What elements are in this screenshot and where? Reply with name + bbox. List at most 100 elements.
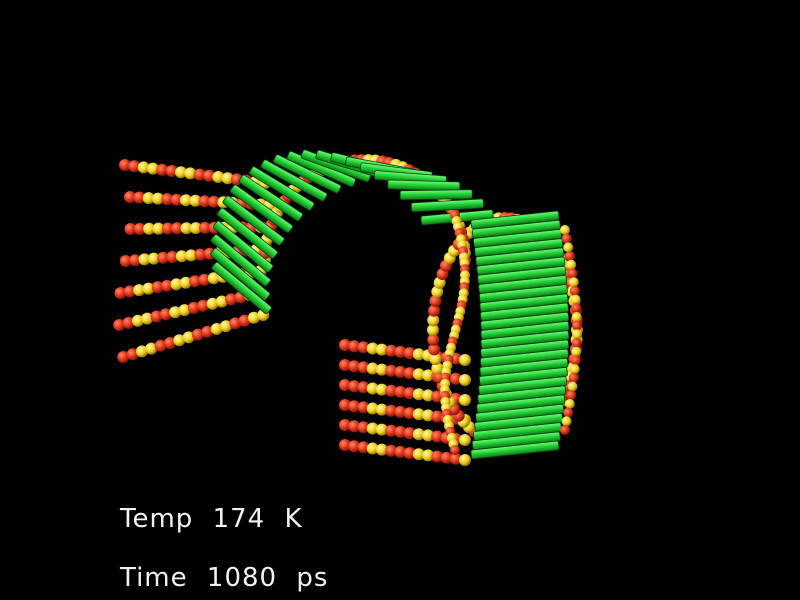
red-bead xyxy=(566,390,577,401)
red-bead xyxy=(238,314,251,327)
yellow-bead xyxy=(206,297,219,310)
yellow-bead xyxy=(422,449,435,462)
green-ribbon-segment xyxy=(470,440,560,460)
red-bead xyxy=(394,365,407,378)
red-bead xyxy=(348,400,361,413)
red-bead xyxy=(124,191,136,203)
yellow-bead xyxy=(248,311,260,324)
red-bead xyxy=(449,372,462,385)
yellow-bead xyxy=(422,369,435,382)
red-bead xyxy=(348,440,361,453)
red-bead xyxy=(194,248,207,261)
yellow-bead xyxy=(412,448,425,461)
yellow-bead xyxy=(412,348,425,361)
red-bead xyxy=(431,430,444,443)
yellow-bead xyxy=(567,381,578,392)
green-ribbon-segment xyxy=(410,198,484,213)
yellow-bead xyxy=(563,242,574,253)
red-bead xyxy=(129,254,142,267)
green-ribbon-segment xyxy=(212,220,274,273)
yellow-bead xyxy=(152,222,165,235)
yellow-bead xyxy=(560,225,570,235)
yellow-bead xyxy=(422,429,435,442)
red-bead xyxy=(166,251,179,263)
red-bead xyxy=(161,222,174,235)
yellow-bead xyxy=(459,454,471,466)
red-bead xyxy=(403,387,416,400)
red-bead xyxy=(385,364,398,377)
red-bead xyxy=(133,191,146,204)
red-bead xyxy=(114,287,127,299)
red-bead xyxy=(201,325,214,338)
red-bead xyxy=(113,319,126,331)
yellow-bead xyxy=(145,342,158,355)
red-bead xyxy=(119,255,132,267)
red-bead xyxy=(348,340,361,353)
red-bead xyxy=(572,320,582,331)
yellow-bead xyxy=(459,354,471,366)
green-ribbon-segment xyxy=(399,189,473,201)
yellow-bead xyxy=(375,363,388,376)
time-label: Time xyxy=(120,563,188,593)
red-bead xyxy=(394,385,407,398)
red-bead xyxy=(193,168,206,181)
red-bead xyxy=(385,424,398,437)
yellow-bead xyxy=(178,304,191,317)
red-bead xyxy=(151,281,164,294)
yellow-bead xyxy=(412,388,425,401)
yellow-bead xyxy=(375,343,388,356)
yellow-bead xyxy=(221,172,234,185)
red-bead xyxy=(568,372,579,383)
red-bead xyxy=(357,361,370,374)
green-ribbon-segment xyxy=(260,159,328,202)
red-bead xyxy=(357,341,370,354)
red-bead xyxy=(431,410,444,423)
temperature-value: 174 xyxy=(212,504,266,534)
yellow-bead xyxy=(366,362,379,375)
red-bead xyxy=(403,347,416,360)
red-bead xyxy=(403,427,416,440)
yellow-bead xyxy=(180,222,193,235)
red-bead xyxy=(450,445,460,455)
green-ribbon-segment xyxy=(273,154,342,194)
red-bead xyxy=(428,304,441,317)
red-bead xyxy=(348,360,361,373)
red-bead xyxy=(348,420,361,433)
green-ribbon-segment xyxy=(248,166,315,211)
red-bead xyxy=(122,316,135,329)
red-bead xyxy=(348,380,361,393)
red-bead xyxy=(198,273,211,286)
yellow-bead xyxy=(207,272,220,285)
yellow-bead xyxy=(366,342,379,355)
red-bead xyxy=(560,425,570,435)
red-bead xyxy=(571,303,582,314)
red-bead xyxy=(161,279,174,292)
red-bead xyxy=(449,452,462,465)
yellow-bead xyxy=(375,403,388,416)
bead-layer-front xyxy=(440,210,582,455)
yellow-bead xyxy=(459,434,471,446)
red-bead xyxy=(339,419,351,431)
red-bead xyxy=(394,405,407,418)
time-unit: ps xyxy=(296,563,329,593)
red-bead xyxy=(570,355,581,366)
yellow-bead xyxy=(189,222,202,235)
yellow-bead xyxy=(561,416,572,427)
red-bead xyxy=(199,221,212,234)
red-bead xyxy=(339,379,351,391)
yellow-bead xyxy=(169,306,182,319)
red-bead xyxy=(569,285,580,296)
yellow-bead xyxy=(147,252,160,265)
red-bead xyxy=(339,359,351,371)
yellow-bead xyxy=(143,222,156,235)
red-bead xyxy=(427,333,440,346)
yellow-bead xyxy=(173,334,186,347)
yellow-bead xyxy=(431,285,444,298)
red-bead xyxy=(561,233,572,244)
red-bead xyxy=(403,367,416,380)
green-ribbon-segment xyxy=(387,179,461,192)
yellow-bead xyxy=(412,408,425,421)
red-bead xyxy=(154,339,167,352)
red-bead xyxy=(339,439,351,451)
temperature-readout: Temp 174 K xyxy=(120,504,303,534)
